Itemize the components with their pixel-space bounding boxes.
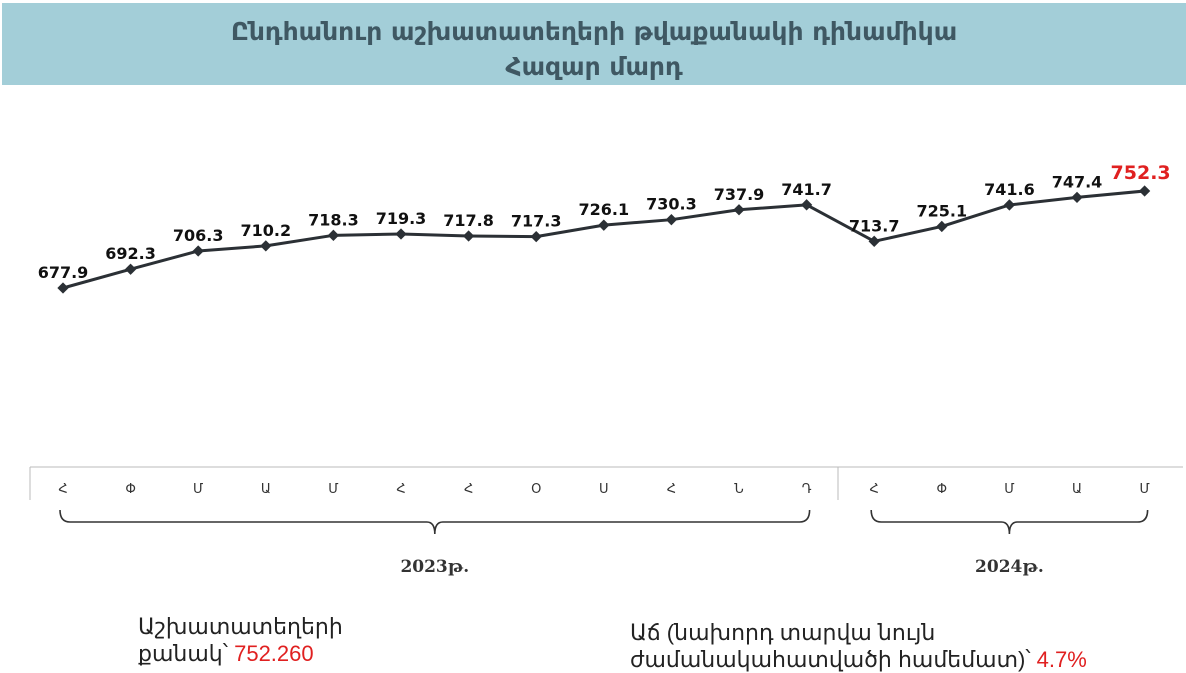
data-point: [598, 219, 610, 231]
data-label: 719.3: [376, 209, 427, 228]
x-tick-label: Մ: [1139, 482, 1149, 497]
employment-count-label-2: քանակ՝: [138, 641, 235, 666]
x-tick-label: Օ: [531, 482, 541, 497]
data-point: [1138, 185, 1151, 197]
data-point: [57, 282, 69, 294]
year-label: 2024թ.: [975, 557, 1044, 577]
x-tick-label: Հ: [870, 482, 879, 497]
x-tick-label: Դ: [802, 482, 812, 497]
data-label: 737.9: [714, 185, 765, 204]
data-label: 747.4: [1052, 172, 1103, 191]
data-point: [800, 199, 813, 211]
data-point: [327, 229, 340, 241]
x-tick-label: Հ: [58, 482, 67, 497]
data-label: 677.9: [38, 263, 89, 282]
x-tick-label: Ա: [261, 482, 271, 497]
title-banner: Ընդհանուր աշխատատեղերի թվաքանակի դինամիկ…: [2, 3, 1186, 85]
data-label: 741.6: [984, 180, 1035, 199]
data-point: [1003, 199, 1016, 211]
data-label: 752.3: [1111, 162, 1171, 184]
data-point: [124, 263, 137, 275]
employment-count-value: 752.260: [234, 641, 314, 666]
data-point: [530, 230, 542, 243]
data-label: 713.7: [849, 216, 900, 235]
x-tick-label: Մ: [193, 482, 203, 497]
data-point: [260, 240, 272, 252]
data-label: 726.1: [578, 200, 629, 219]
data-label: 710.2: [240, 221, 291, 240]
data-label: 741.7: [781, 180, 832, 199]
data-label: 717.3: [511, 212, 562, 231]
chart-title: Ընդհանուր աշխատատեղերի թվաքանակի դինամիկ…: [230, 17, 958, 46]
data-point: [868, 235, 880, 247]
employment-count-label: Աշխատատեղերի: [138, 614, 343, 639]
year-label: 2023թ.: [400, 557, 469, 577]
data-label: 706.3: [173, 226, 224, 245]
x-tick-label: Հ: [396, 482, 405, 497]
growth-label-2: ժամանակահատվածի համեմատ)՝: [630, 647, 1037, 672]
growth-label: Աճ (նախորդ տարվա նույն: [630, 620, 936, 645]
x-tick-label: Ա: [1072, 482, 1082, 497]
data-point: [733, 204, 745, 216]
year-bracket: [870, 509, 1149, 535]
x-tick-label: Մ: [328, 482, 338, 497]
x-tick-label: Հ: [667, 482, 676, 497]
data-point: [192, 245, 204, 257]
x-tick-label: Փ: [125, 482, 136, 497]
x-tick-label: Փ: [937, 482, 948, 497]
data-point: [1071, 191, 1083, 204]
data-point: [665, 214, 678, 226]
data-label: 718.3: [308, 210, 359, 229]
x-tick-label: Հ: [464, 482, 473, 497]
growth-rate: Աճ (նախորդ տարվա նույն ժամանակահատվածի հ…: [630, 619, 1087, 673]
year-bracket: [59, 509, 811, 535]
data-point: [462, 230, 475, 242]
data-label: 717.8: [443, 211, 494, 230]
data-point: [395, 228, 407, 240]
x-tick-label: Ս: [599, 482, 609, 497]
chart-subtitle: Հազար մարդ: [505, 52, 683, 81]
data-label: 692.3: [105, 244, 156, 263]
x-tick-label: Մ: [1004, 482, 1014, 497]
growth-value: 4.7%: [1036, 647, 1087, 672]
data-point: [936, 220, 948, 233]
employment-count: Աշխատատեղերի քանակ՝ 752.260: [138, 613, 343, 667]
data-label: 725.1: [916, 201, 967, 220]
data-label: 730.3: [646, 195, 697, 214]
x-tick-label: Ն: [734, 482, 743, 497]
